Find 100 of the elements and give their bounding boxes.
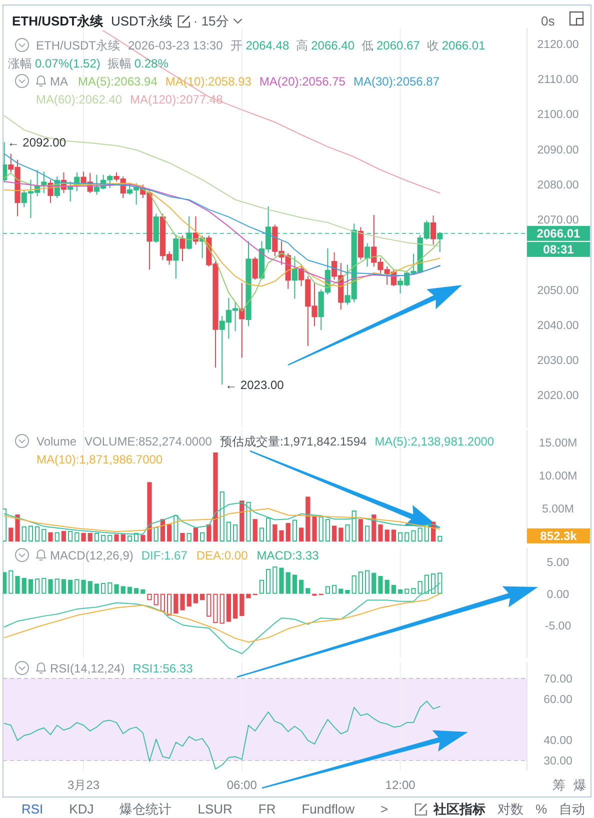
- line-series: [4, 582, 440, 654]
- text: FR: [258, 802, 276, 817]
- bar: [68, 530, 73, 542]
- text: MA(5):2063.94: [78, 74, 158, 88]
- y-tick-label: 30.00: [544, 756, 572, 768]
- bar: [8, 570, 14, 594]
- chart-title: RSI(14,12,24): [50, 661, 125, 676]
- text: DIF:1.67: [141, 548, 188, 562]
- bar: [127, 586, 132, 594]
- text: KDJ: [69, 802, 94, 817]
- bar: [200, 594, 205, 600]
- bar: [372, 572, 376, 594]
- bar: [240, 594, 244, 616]
- bar: [272, 524, 278, 542]
- annotation: 2026-03-23 13:30: [128, 38, 224, 52]
- annotation: 低: [362, 38, 374, 52]
- bar: [81, 532, 86, 542]
- bar: [286, 523, 290, 542]
- text: MA(20):2056.75: [259, 74, 346, 88]
- bar: [15, 514, 20, 542]
- y-tick-label: 2040.00: [537, 320, 579, 332]
- y-tick-label: 5.00M: [542, 504, 574, 516]
- bar: [22, 526, 26, 542]
- bar: [232, 524, 238, 542]
- bar: [372, 514, 376, 542]
- bar: [206, 524, 212, 542]
- bar: [418, 528, 422, 542]
- bar: [378, 524, 383, 542]
- annotation: 开: [230, 38, 243, 52]
- bar: [140, 534, 146, 542]
- bar: [298, 528, 304, 542]
- bar: [306, 496, 310, 542]
- y-tick-label: 2110.00: [538, 74, 578, 86]
- bar: [384, 580, 390, 594]
- bar: [28, 579, 34, 594]
- bar: [15, 576, 20, 594]
- bar: [48, 532, 53, 542]
- bar: [94, 532, 100, 542]
- candlestick: [41, 171, 47, 194]
- bar: [193, 528, 198, 542]
- bar: [101, 582, 106, 594]
- text: MA(10):1,871,986.7000: [36, 452, 163, 466]
- ref-line-label: 2066.01: [536, 226, 581, 241]
- text: %: [535, 802, 548, 817]
- text: MA(10):2058.93: [165, 74, 252, 88]
- bar: [220, 491, 224, 542]
- bar: [226, 522, 232, 542]
- series-label: MACD:3.33: [256, 548, 320, 562]
- bar: [213, 594, 218, 624]
- bar: [147, 594, 152, 600]
- bar: [68, 580, 73, 594]
- bar: [352, 575, 356, 594]
- bar: [325, 586, 330, 594]
- bar: [398, 532, 403, 542]
- candlestick: [68, 180, 74, 202]
- bar: [127, 536, 132, 542]
- bar: [61, 530, 66, 542]
- bar: [54, 532, 60, 542]
- bar: [166, 524, 172, 542]
- y-tick-label: 2120.00: [537, 38, 579, 51]
- bar: [134, 588, 139, 594]
- bar: [88, 532, 92, 542]
- text: 自动: [559, 802, 585, 817]
- line-series: [4, 115, 440, 247]
- bar: [259, 528, 264, 542]
- y-tick-label: 40.00: [544, 735, 572, 748]
- bar: [364, 570, 370, 594]
- bar: [22, 578, 26, 594]
- bar: [186, 594, 192, 607]
- bar: [147, 482, 152, 542]
- annotation: 0.28%: [134, 56, 169, 70]
- text: 0s: [541, 14, 556, 29]
- y-tick-label: 2020.00: [537, 390, 579, 402]
- bar: [81, 580, 86, 594]
- bar: [438, 572, 442, 594]
- y-tick-label: 15.00M: [538, 438, 578, 450]
- candlestick: [173, 234, 179, 280]
- text: 爆仓统计: [120, 802, 172, 817]
- bar: [279, 568, 284, 594]
- bar: [378, 576, 383, 594]
- text: · 15分: [193, 14, 229, 29]
- bar: [391, 530, 396, 542]
- text: 对数: [497, 802, 524, 817]
- bar: [174, 594, 178, 614]
- bar: [108, 582, 112, 594]
- bar: [174, 515, 178, 542]
- candlestick: [180, 235, 186, 262]
- annotation: 2064.48: [246, 38, 290, 52]
- bar: [404, 588, 410, 594]
- bar: [411, 588, 416, 594]
- candlestick: [246, 240, 252, 327]
- bar: [312, 516, 317, 542]
- bar: [35, 526, 40, 542]
- annotation: 2066.40: [311, 38, 355, 52]
- bar: [48, 579, 53, 594]
- bar: [272, 566, 278, 594]
- text: >: [380, 802, 388, 817]
- annotation: ← 2092.00: [7, 135, 66, 150]
- chart-title: Volume: [36, 434, 77, 448]
- bar: [345, 524, 350, 542]
